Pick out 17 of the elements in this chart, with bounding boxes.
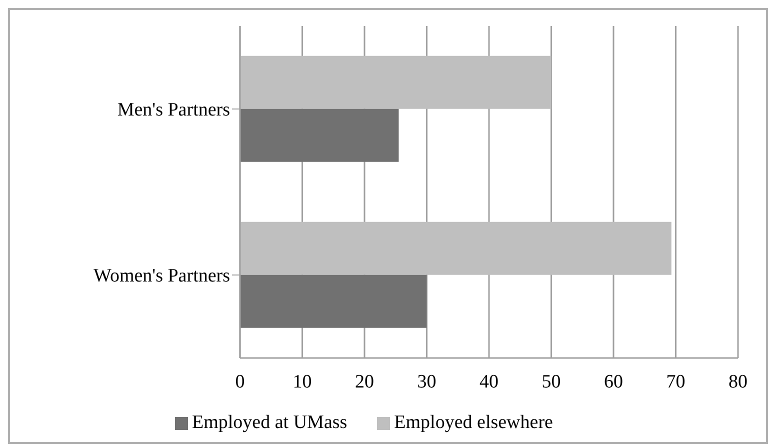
bar [240, 108, 399, 162]
bar [240, 274, 427, 328]
x-tick-label: 30 [417, 371, 436, 392]
x-tick-label: 0 [235, 371, 245, 392]
x-tick-label: 80 [728, 371, 748, 392]
x-tick-label: 40 [480, 371, 498, 392]
legend-label: Employed at UMass [192, 412, 348, 433]
y-tick-label: Men's Partners [117, 100, 230, 121]
bar [240, 56, 552, 109]
x-tick-label: 10 [292, 371, 312, 392]
bar [240, 222, 672, 275]
y-tick-label: Women's Partners [94, 266, 230, 287]
x-tick-label: 50 [542, 371, 561, 392]
x-tick-label: 60 [604, 371, 623, 392]
x-tick-label: 70 [666, 371, 686, 392]
x-tick-label: 20 [355, 371, 374, 392]
legend-label: Employed elsewhere [394, 412, 553, 433]
